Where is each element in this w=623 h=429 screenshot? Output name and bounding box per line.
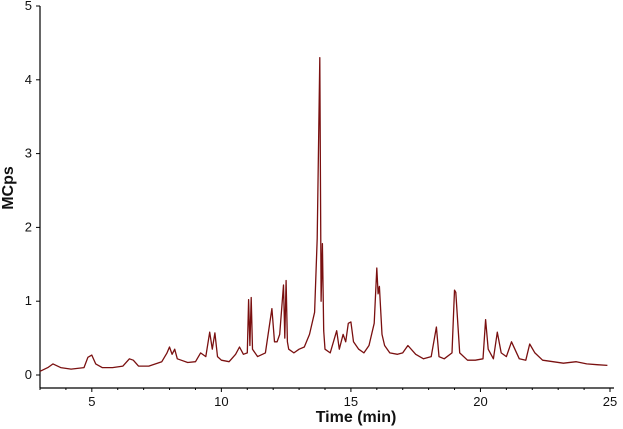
y-tick-label: 3 [25, 146, 32, 161]
y-tick-label: 1 [25, 293, 32, 308]
x-tick-label: 15 [344, 394, 358, 409]
y-tick-label: 2 [25, 219, 32, 234]
y-axis-title: MCps [0, 166, 17, 210]
y-tick-label: 4 [25, 72, 32, 87]
x-tick-label: 10 [214, 394, 228, 409]
x-tick-label: 20 [473, 394, 487, 409]
x-axis-title: Time (min) [316, 409, 397, 426]
x-tick-label: 5 [88, 394, 95, 409]
y-tick-label: 0 [25, 367, 32, 382]
x-tick-label: 25 [603, 394, 617, 409]
y-tick-label: 5 [25, 0, 32, 13]
axes: 0 1 2 3 4 5 5 10 15 20 25 [25, 0, 617, 409]
chromatogram-trace [39, 57, 608, 372]
